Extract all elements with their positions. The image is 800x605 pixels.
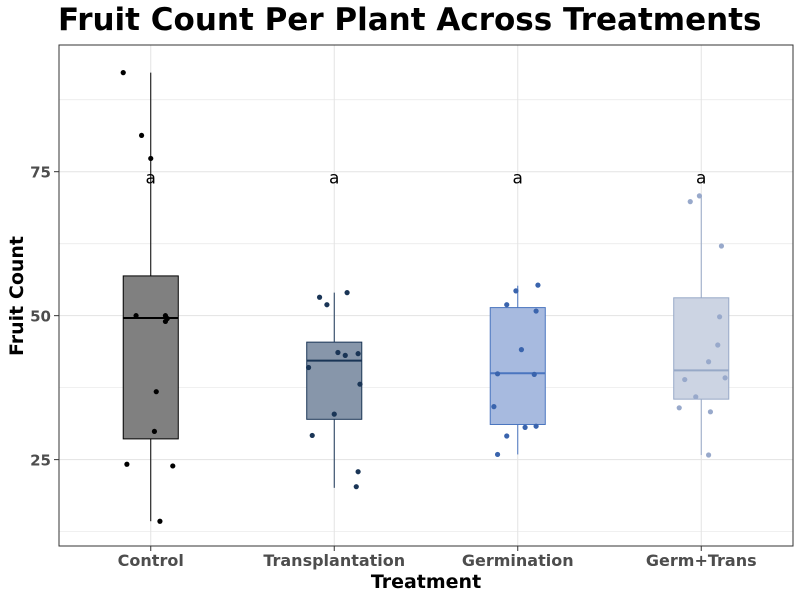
data-point: [120, 70, 126, 76]
data-point: [533, 308, 539, 314]
y-axis-label: Fruit Count: [6, 236, 28, 356]
data-point: [316, 294, 323, 300]
data-point: [504, 433, 510, 439]
x-tick-label: Control: [118, 551, 184, 570]
box-iqr: [673, 297, 730, 400]
data-point: [153, 389, 159, 395]
data-point: [535, 282, 541, 288]
data-point: [533, 423, 539, 429]
data-point: [324, 302, 330, 308]
x-tick-label: Germ+Trans: [646, 551, 757, 570]
data-point: [162, 318, 169, 325]
y-tick-label: 50: [30, 308, 51, 326]
data-point: [707, 409, 714, 415]
data-point: [687, 199, 693, 205]
data-point: [357, 381, 363, 387]
x-tick-label: Germination: [462, 551, 574, 570]
y-tick-label: 75: [30, 164, 51, 182]
data-point: [722, 375, 728, 381]
point-layer: [120, 70, 728, 524]
data-point: [355, 351, 361, 357]
data-point: [696, 193, 703, 199]
data-point: [504, 302, 510, 308]
y-tick-label: 25: [30, 452, 51, 470]
data-point: [151, 428, 158, 435]
data-point: [133, 313, 139, 319]
group-letter: a: [329, 168, 339, 188]
box-layer: [122, 72, 730, 522]
data-point: [157, 518, 163, 524]
data-point: [682, 376, 688, 383]
group-letter: a: [513, 168, 523, 188]
data-point: [305, 364, 312, 371]
data-point: [513, 288, 519, 294]
data-point: [342, 352, 348, 358]
data-point: [522, 424, 528, 430]
data-point: [715, 342, 721, 348]
data-point: [331, 411, 337, 417]
data-point: [676, 405, 682, 411]
x-axis-label: Treatment: [371, 571, 481, 593]
data-point: [148, 155, 154, 162]
data-point: [491, 404, 497, 410]
data-point: [693, 394, 699, 400]
data-point: [531, 371, 537, 377]
data-point: [494, 371, 501, 377]
axis-layer: 25 50 75 Control Transplantation Germination G…: [30, 164, 756, 570]
data-point: [718, 243, 725, 249]
box-iqr: [306, 341, 363, 420]
box-iqr: [122, 275, 179, 440]
data-point: [717, 314, 723, 320]
data-point: [344, 290, 350, 296]
data-point: [518, 347, 525, 353]
data-point: [353, 484, 359, 490]
group-letter: a: [696, 168, 706, 188]
data-point: [309, 432, 315, 439]
data-point: [355, 469, 361, 475]
data-point: [138, 132, 145, 139]
data-point: [705, 452, 712, 458]
data-point: [335, 349, 341, 356]
x-tick-label: Transplantation: [263, 551, 405, 570]
data-point: [705, 359, 712, 365]
data-point: [494, 451, 501, 458]
plot-panel-border: [58, 44, 794, 547]
box-iqr: [489, 307, 546, 425]
data-point: [124, 461, 130, 467]
group-letter: a: [146, 168, 156, 188]
data-point: [170, 463, 176, 469]
chart-title: Fruit Count Per Plant Across Treatments: [58, 2, 761, 38]
